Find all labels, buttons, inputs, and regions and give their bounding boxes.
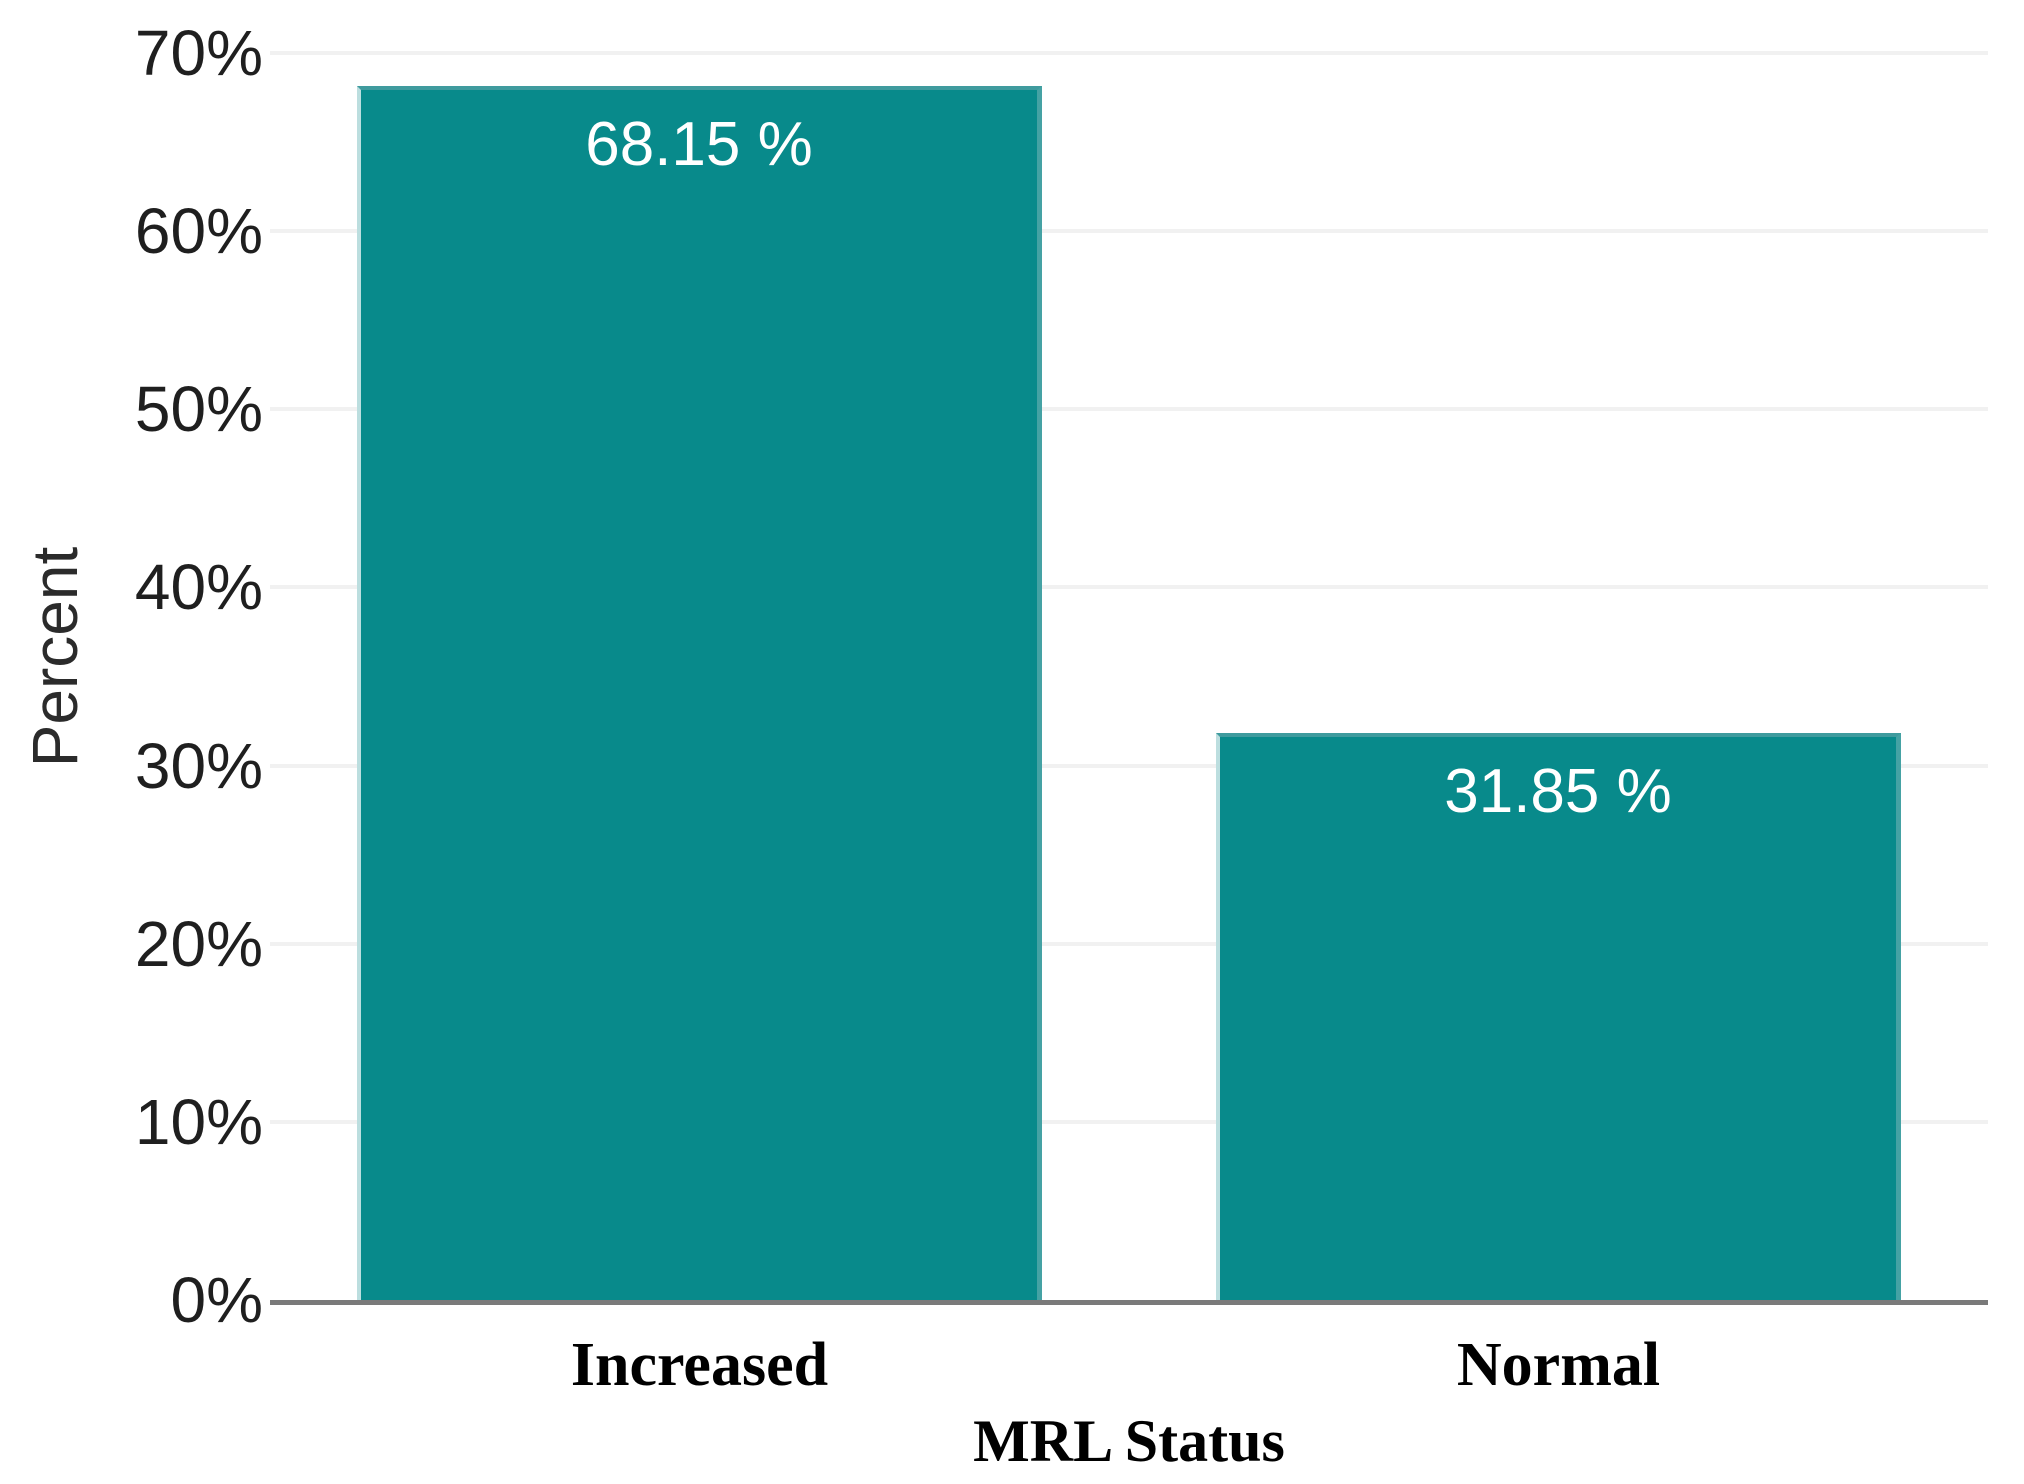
- x-axis-title: MRL Status: [973, 1408, 1285, 1474]
- gridline: [270, 51, 1988, 55]
- y-tick-label: 70%: [134, 17, 263, 89]
- gridline: [270, 941, 1988, 946]
- y-tick-label: 20%: [134, 907, 263, 980]
- bar-value-label: 68.15 %: [585, 109, 813, 179]
- y-tick-label: 0%: [170, 1264, 264, 1336]
- bar-value-label: 31.85 %: [1444, 756, 1672, 826]
- bar-increased: 68.15 %: [357, 85, 1042, 1300]
- gridline: [270, 763, 1988, 768]
- gridline: [270, 229, 1988, 234]
- category-label-normal: Normal: [1456, 1331, 1661, 1399]
- y-tick-label: 30%: [134, 729, 263, 802]
- y-tick-label: 50%: [134, 373, 263, 446]
- y-tick-label: 40%: [134, 551, 263, 624]
- bar-normal: 31.85 %: [1216, 732, 1901, 1300]
- gridline: [270, 407, 1988, 412]
- gridline: [270, 1119, 1988, 1124]
- y-tick-label: 10%: [134, 1085, 263, 1158]
- gridline: [270, 585, 1988, 590]
- category-label-increased: Increased: [570, 1331, 829, 1399]
- x-axis-line: [270, 1300, 1988, 1305]
- y-tick-label: 60%: [134, 195, 263, 268]
